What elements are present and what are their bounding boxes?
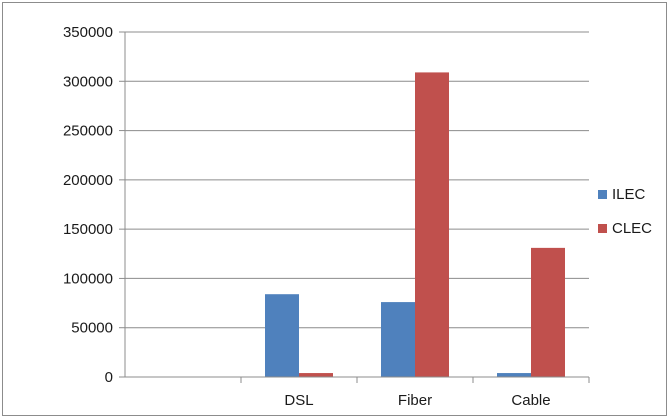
y-tick-label: 150000 xyxy=(63,221,113,238)
bar-ilec-cable xyxy=(497,373,531,377)
y-tick-label: 50000 xyxy=(71,320,113,337)
y-tick-label: 350000 xyxy=(63,24,113,41)
bar-ilec-dsl xyxy=(265,294,299,377)
y-tick-label: 250000 xyxy=(63,123,113,140)
bars xyxy=(265,72,565,378)
legend-swatch-clec xyxy=(598,224,607,233)
legend-label-clec: CLEC xyxy=(612,220,652,237)
y-tick-label: 200000 xyxy=(63,172,113,189)
y-tick-label: 0 xyxy=(105,369,113,386)
x-tick-label: Fiber xyxy=(398,392,432,409)
chart-frame: 0 50000 100000 150000 200000 250000 300000 3500… xyxy=(2,2,667,416)
bar-chart: 0 50000 100000 150000 200000 250000 300000 3500… xyxy=(63,24,652,409)
axes: 0 50000 100000 150000 200000 250000 300000 3500… xyxy=(63,24,590,409)
legend: ILEC CLEC xyxy=(598,186,652,237)
bar-ilec-fiber xyxy=(381,302,415,377)
bar-clec-fiber xyxy=(415,72,449,378)
x-tick-label: DSL xyxy=(284,392,313,409)
y-tick-label: 100000 xyxy=(63,270,113,287)
y-tick-label: 300000 xyxy=(63,73,113,90)
legend-swatch-ilec xyxy=(598,190,607,199)
gridlines xyxy=(125,31,589,329)
bar-clec-dsl xyxy=(299,373,333,377)
bar-clec-cable xyxy=(531,247,565,377)
x-tick-label: Cable xyxy=(511,392,550,409)
legend-label-ilec: ILEC xyxy=(612,186,646,203)
